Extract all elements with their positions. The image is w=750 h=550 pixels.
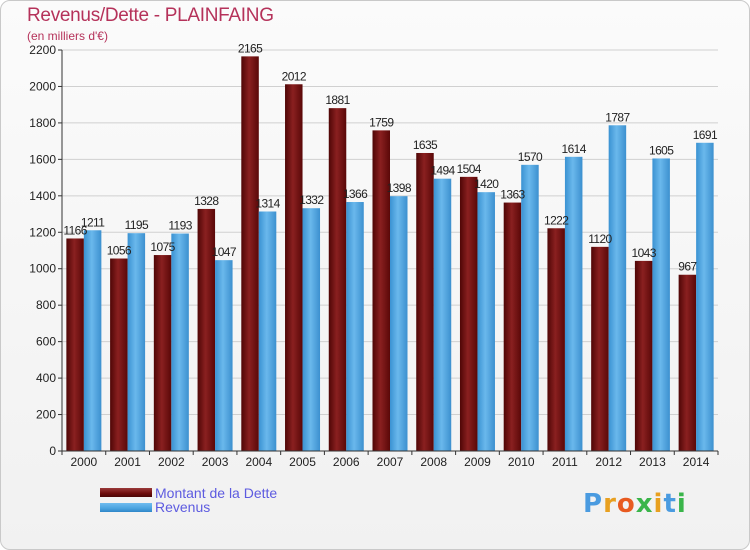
bar-dette xyxy=(285,84,303,451)
y-tick-label: 2000 xyxy=(29,79,56,93)
legend-label-dette: Montant de la Dette xyxy=(155,485,278,501)
bar-revenus xyxy=(346,202,364,451)
y-tick-label: 1600 xyxy=(29,152,56,166)
bar-revenus xyxy=(433,178,452,451)
bar-dette xyxy=(197,208,216,451)
chart-subtitle: (en milliers d'€) xyxy=(27,29,108,43)
value-label-revenus: 1047 xyxy=(212,245,237,259)
y-tick-label: 0 xyxy=(49,444,56,458)
y-tick-label: 600 xyxy=(36,335,56,349)
value-label-revenus: 1211 xyxy=(81,215,105,229)
bar-dette xyxy=(153,255,172,451)
bar-revenus xyxy=(171,233,189,451)
value-label-revenus: 1193 xyxy=(168,219,192,233)
value-label-revenus: 1605 xyxy=(649,143,674,157)
y-tick-label: 1000 xyxy=(29,262,56,276)
bar-layer xyxy=(66,56,714,452)
bar-revenus xyxy=(608,125,627,452)
bar-dette xyxy=(328,108,347,452)
value-label-dette: 1881 xyxy=(325,93,350,107)
value-label-dette: 1504 xyxy=(457,162,482,176)
bar-revenus xyxy=(302,208,321,451)
value-label-revenus: 1614 xyxy=(562,142,587,156)
legend-swatch-revenus xyxy=(100,503,152,512)
value-label-revenus: 1195 xyxy=(125,218,149,232)
value-label-revenus: 1366 xyxy=(343,187,368,201)
x-tick-label: 2004 xyxy=(245,455,272,469)
y-tick-label: 2200 xyxy=(29,43,56,57)
bar-dette xyxy=(416,152,434,452)
bar-revenus xyxy=(127,233,146,451)
bar-dette xyxy=(110,258,128,451)
value-label-revenus: 1398 xyxy=(387,181,412,195)
x-tick-label: 2002 xyxy=(158,455,185,469)
y-tick-label: 400 xyxy=(36,371,56,385)
value-label-dette: 2012 xyxy=(282,69,307,83)
value-label-dette: 1363 xyxy=(500,188,525,202)
bar-revenus xyxy=(696,142,714,451)
legend-swatch-dette xyxy=(100,488,152,497)
x-tick-label: 2014 xyxy=(683,455,710,469)
bar-revenus xyxy=(215,260,233,451)
chart-title: Revenus/Dette - PLAINFAING xyxy=(27,5,274,26)
bar-dette xyxy=(547,228,565,451)
x-tick-label: 2013 xyxy=(639,455,666,469)
y-tick-label: 200 xyxy=(36,408,56,422)
value-label-revenus: 1332 xyxy=(299,193,324,207)
value-label-dette: 1166 xyxy=(63,223,87,237)
x-tick-label: 2011 xyxy=(552,455,578,469)
value-label-dette: 1635 xyxy=(413,138,438,152)
bar-dette xyxy=(459,176,478,451)
value-label-revenus: 1314 xyxy=(255,196,280,210)
bar-dette xyxy=(372,130,390,452)
value-label-dette: 2165 xyxy=(238,41,263,55)
bar-dette xyxy=(66,238,84,451)
bar-revenus xyxy=(652,158,670,451)
x-tick-label: 2006 xyxy=(333,455,360,469)
bar-revenus xyxy=(564,156,583,451)
value-label-dette: 1328 xyxy=(194,194,219,208)
y-tick-label: 800 xyxy=(36,298,56,312)
bar-dette xyxy=(241,56,259,451)
value-label-dette: 1222 xyxy=(544,213,569,227)
x-tick-label: 2012 xyxy=(595,455,622,469)
value-label-dette: 1043 xyxy=(632,246,657,260)
value-label-dette: 1075 xyxy=(150,240,175,254)
value-label-revenus: 1494 xyxy=(430,164,455,178)
x-tick-label: 2000 xyxy=(71,455,98,469)
x-tick-label: 2001 xyxy=(114,455,141,469)
bar-dette xyxy=(678,274,697,451)
bar-dette xyxy=(503,202,522,451)
bar-revenus xyxy=(477,192,495,451)
proxiti-logo: Proxiti xyxy=(583,489,687,519)
x-tick-label: 2010 xyxy=(508,455,535,469)
value-label-revenus: 1691 xyxy=(693,128,718,142)
x-tick-label: 2005 xyxy=(289,455,316,469)
x-tick-label: 2007 xyxy=(377,455,404,469)
y-tick-label: 1800 xyxy=(29,116,56,130)
value-label-dette: 1120 xyxy=(588,232,612,246)
value-label-dette: 1759 xyxy=(369,115,394,129)
bar-revenus xyxy=(258,211,277,451)
y-tick-label: 1200 xyxy=(29,225,56,239)
y-tick-label: 1400 xyxy=(29,189,56,203)
bar-dette xyxy=(591,246,609,451)
bar-revenus xyxy=(83,230,102,451)
x-tick-label: 2008 xyxy=(420,455,447,469)
bar-revenus xyxy=(390,196,408,451)
value-label-revenus: 1787 xyxy=(605,110,630,124)
bar-dette xyxy=(634,260,653,451)
value-label-revenus: 1420 xyxy=(474,177,499,191)
x-tick-label: 2009 xyxy=(464,455,491,469)
axis-layer: 0 200 400 600 800 1000 1200 1400 1600 1800 2000 220… xyxy=(29,43,719,469)
value-label-dette: 1056 xyxy=(107,244,132,258)
x-tick-label: 2003 xyxy=(202,455,229,469)
value-label-dette: 967 xyxy=(678,260,697,274)
legend-label-revenus: Revenus xyxy=(155,499,211,515)
value-label-revenus: 1570 xyxy=(518,150,543,164)
bar-revenus xyxy=(521,164,539,451)
